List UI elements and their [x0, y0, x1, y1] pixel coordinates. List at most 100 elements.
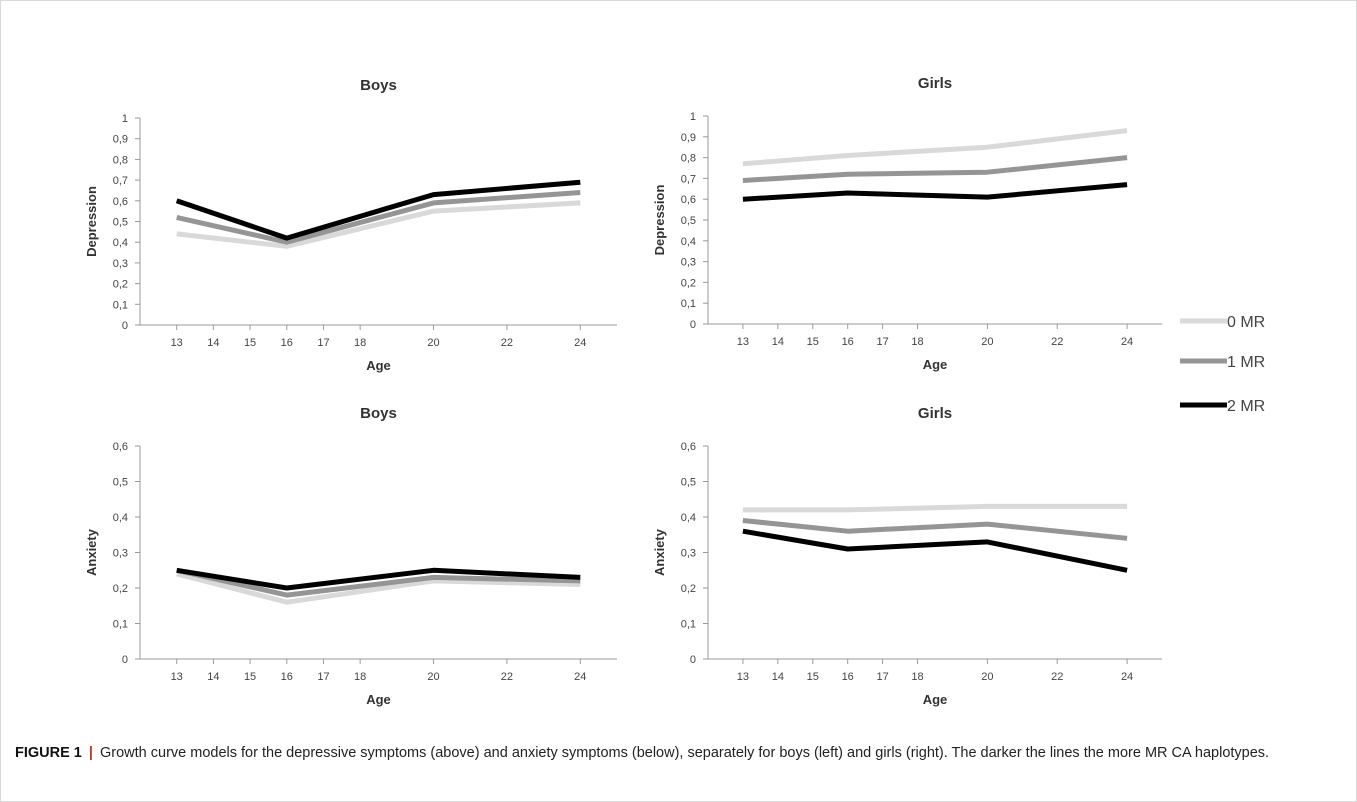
series-line-0-mr	[742, 128, 1128, 167]
x-tick-label: 24	[1121, 336, 1133, 348]
series-line-2-mr	[176, 567, 581, 591]
x-axis-label: Age	[366, 358, 391, 373]
y-tick-label: 0,5	[113, 217, 128, 229]
x-tick-label: 14	[207, 337, 219, 349]
series-line-1-mr	[176, 190, 581, 245]
x-tick-label: 22	[1051, 336, 1063, 348]
x-tick-label: 18	[354, 671, 366, 683]
x-tick-label: 16	[281, 337, 293, 349]
y-tick-label: 0,3	[681, 548, 696, 560]
x-tick-label: 13	[171, 337, 183, 349]
legend-label: 0 MR	[1227, 314, 1265, 331]
x-tick-label: 17	[317, 671, 329, 683]
x-tick-label: 16	[842, 671, 854, 683]
y-tick-label: 0,6	[113, 196, 128, 208]
y-tick-label: 0,3	[113, 258, 128, 270]
x-tick-label: 13	[171, 671, 183, 683]
x-tick-label: 14	[772, 336, 784, 348]
x-tick-label: 24	[1121, 671, 1133, 683]
y-tick-label: 0,4	[681, 236, 696, 248]
y-tick-label: 0,3	[113, 548, 128, 560]
series-line-0-mr	[176, 571, 581, 605]
x-tick-label: 20	[981, 671, 993, 683]
y-tick-label: 0,4	[113, 237, 128, 249]
y-tick-label: 1	[122, 113, 128, 125]
y-axis-label: Depression	[652, 185, 667, 256]
caption-separator: |	[88, 745, 93, 761]
x-tick-label: 15	[807, 336, 819, 348]
x-tick-label: 16	[281, 671, 293, 683]
y-tick-label: 0	[690, 654, 696, 666]
x-tick-label: 13	[737, 671, 749, 683]
y-tick-label: 0,2	[113, 583, 128, 595]
chart-title: Girls	[918, 405, 952, 422]
series-line-2-mr	[742, 182, 1128, 202]
series-line-0-mr	[742, 503, 1128, 513]
y-tick-label: 0,9	[113, 134, 128, 146]
x-tick-label: 15	[244, 671, 256, 683]
x-axis-label: Age	[923, 357, 948, 372]
y-tick-label: 0,2	[681, 583, 696, 595]
x-tick-label: 17	[876, 671, 888, 683]
legend-label: 1 MR	[1227, 354, 1265, 371]
series-line-1-mr	[176, 567, 581, 598]
x-tick-label: 18	[354, 337, 366, 349]
charts-area: Boys 0 0,1 0,2 0,3 0,4 0,5 0,6 0,7 0,8 0,9 1 13 14 15 1…	[84, 75, 1265, 707]
x-tick-label: 22	[501, 337, 513, 349]
y-tick-label: 0,4	[113, 512, 128, 524]
x-tick-label: 17	[317, 337, 329, 349]
x-tick-label: 14	[207, 671, 219, 683]
y-tick-label: 0,6	[681, 441, 696, 453]
figure-label: FIGURE 1	[15, 745, 82, 761]
y-axis-label: Depression	[84, 186, 99, 257]
x-tick-label: 24	[574, 671, 586, 683]
chart-title: Boys	[360, 77, 397, 94]
x-tick-label: 22	[501, 671, 513, 683]
x-tick-label: 15	[244, 337, 256, 349]
y-tick-label: 0,8	[681, 153, 696, 165]
y-tick-label: 0,3	[681, 257, 696, 269]
x-tick-label: 22	[1051, 671, 1063, 683]
y-tick-label: 0	[690, 319, 696, 331]
y-tick-label: 0,4	[681, 512, 696, 524]
y-tick-label: 0,1	[113, 619, 128, 631]
y-tick-label: 0,1	[681, 619, 696, 631]
y-tick-label: 0,1	[681, 298, 696, 310]
series-line-1-mr	[742, 155, 1128, 183]
x-tick-label: 18	[911, 671, 923, 683]
x-axis-label: Age	[923, 692, 948, 707]
series-line-2-mr	[742, 528, 1128, 573]
x-tick-label: 18	[911, 336, 923, 348]
y-tick-label: 0,6	[113, 441, 128, 453]
x-tick-label: 13	[737, 336, 749, 348]
x-tick-label: 24	[574, 337, 586, 349]
x-axis-label: Age	[366, 692, 391, 707]
y-axis-label: Anxiety	[652, 528, 667, 576]
x-tick-label: 20	[427, 671, 439, 683]
y-tick-label: 0,5	[681, 215, 696, 227]
y-tick-label: 0	[122, 654, 128, 666]
y-tick-label: 0,6	[681, 194, 696, 206]
y-tick-label: 0,2	[113, 279, 128, 291]
y-tick-label: 0	[122, 320, 128, 332]
y-axis-label: Anxiety	[84, 528, 99, 576]
series-line-1-mr	[742, 518, 1128, 541]
x-tick-label: 15	[807, 671, 819, 683]
y-tick-label: 0,7	[113, 175, 128, 187]
x-tick-label: 14	[772, 671, 784, 683]
x-tick-label: 16	[842, 336, 854, 348]
figure-caption: FIGURE 1 | Growth curve models for the d…	[15, 742, 1340, 764]
chart-title: Girls	[918, 75, 952, 92]
series-line-2-mr	[175, 179, 581, 241]
y-tick-label: 0,9	[681, 132, 696, 144]
x-tick-label: 20	[427, 337, 439, 349]
y-tick-label: 0,1	[113, 299, 128, 311]
y-tick-label: 0,2	[681, 277, 696, 289]
chart-title: Boys	[360, 405, 397, 422]
y-tick-label: 0,8	[113, 154, 128, 166]
caption-text: Growth curve models for the depressive s…	[100, 745, 1270, 761]
y-tick-label: 1	[690, 111, 696, 123]
x-tick-label: 17	[876, 336, 888, 348]
y-tick-label: 0,5	[681, 477, 696, 489]
